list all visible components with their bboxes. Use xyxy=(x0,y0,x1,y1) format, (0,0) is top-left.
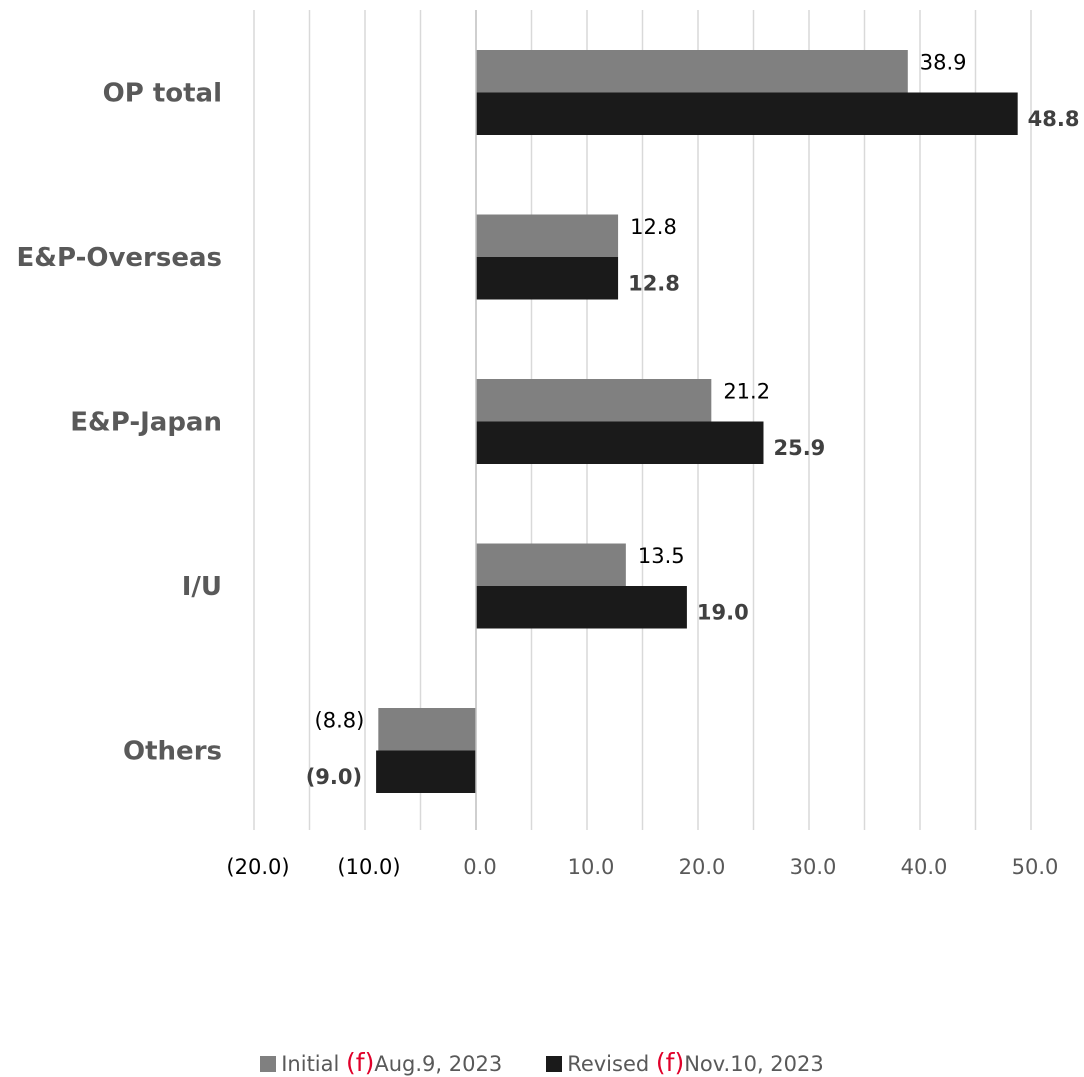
bar xyxy=(476,257,619,300)
bar xyxy=(476,92,1018,135)
category-labels: OP total E&P-Overseas E&P-Japan I/U Others xyxy=(17,79,222,767)
data-label: 13.5 xyxy=(638,544,685,568)
tick-label: 0.0 xyxy=(463,855,496,879)
legend-entry: Initial (f)Aug.9, 2023 xyxy=(260,1048,502,1077)
value-labels: 38.9 48.8 12.8 12.8 21.2 25.9 13.5 19.0 (8.8) (9.… xyxy=(306,50,1080,789)
x-axis-tick-labels: (20.0) (10.0) 0.0 10.0 20.0 30.0 40.0 50.0 xyxy=(226,855,1058,879)
legend-swatch xyxy=(546,1056,563,1072)
legend: Initial (f)Aug.9, 2023 Revised (f)Nov.10,… xyxy=(0,1048,1084,1077)
category-label: E&P-Overseas xyxy=(17,243,222,273)
data-label: 12.8 xyxy=(630,215,677,239)
bar xyxy=(476,586,687,629)
category-label: Others xyxy=(123,737,222,767)
bar xyxy=(476,214,619,257)
data-label: 38.9 xyxy=(920,50,967,74)
bar xyxy=(476,543,626,586)
bar xyxy=(476,421,764,464)
tick-label: 40.0 xyxy=(901,855,948,879)
tick-label: 50.0 xyxy=(1012,855,1059,879)
bar xyxy=(376,750,476,793)
legend-series-name: Revised xyxy=(567,1052,656,1076)
bars xyxy=(376,50,1018,793)
bar xyxy=(476,50,908,93)
tick-label: 20.0 xyxy=(679,855,726,879)
legend-entry: Revised (f)Nov.10, 2023 xyxy=(546,1048,824,1077)
data-label: 25.9 xyxy=(773,436,825,460)
tick-label: (10.0) xyxy=(337,855,400,879)
data-label: 12.8 xyxy=(628,271,680,295)
legend-date: Nov.10, 2023 xyxy=(684,1052,824,1076)
bar xyxy=(378,708,476,751)
tick-label: 10.0 xyxy=(568,855,615,879)
tick-label: 30.0 xyxy=(790,855,837,879)
legend-forecast-marker: (f) xyxy=(346,1048,375,1077)
category-label: E&P-Japan xyxy=(70,408,222,438)
data-label: 48.8 xyxy=(1028,107,1080,131)
legend-date: Aug.9, 2023 xyxy=(374,1052,503,1076)
legend-forecast-marker: (f) xyxy=(655,1048,685,1077)
data-label: 21.2 xyxy=(723,379,770,403)
category-label: OP total xyxy=(103,79,222,109)
category-label: I/U xyxy=(182,572,222,602)
legend-swatch xyxy=(260,1056,277,1072)
bar xyxy=(476,379,712,422)
legend-series-name: Initial xyxy=(281,1052,347,1076)
data-label: (8.8) xyxy=(315,708,365,732)
bar-chart: 38.9 48.8 12.8 12.8 21.2 25.9 13.5 19.0 (8.8) (9.… xyxy=(17,10,1080,879)
data-label: 19.0 xyxy=(697,600,749,624)
data-label: (9.0) xyxy=(306,765,362,789)
tick-label: (20.0) xyxy=(226,855,289,879)
